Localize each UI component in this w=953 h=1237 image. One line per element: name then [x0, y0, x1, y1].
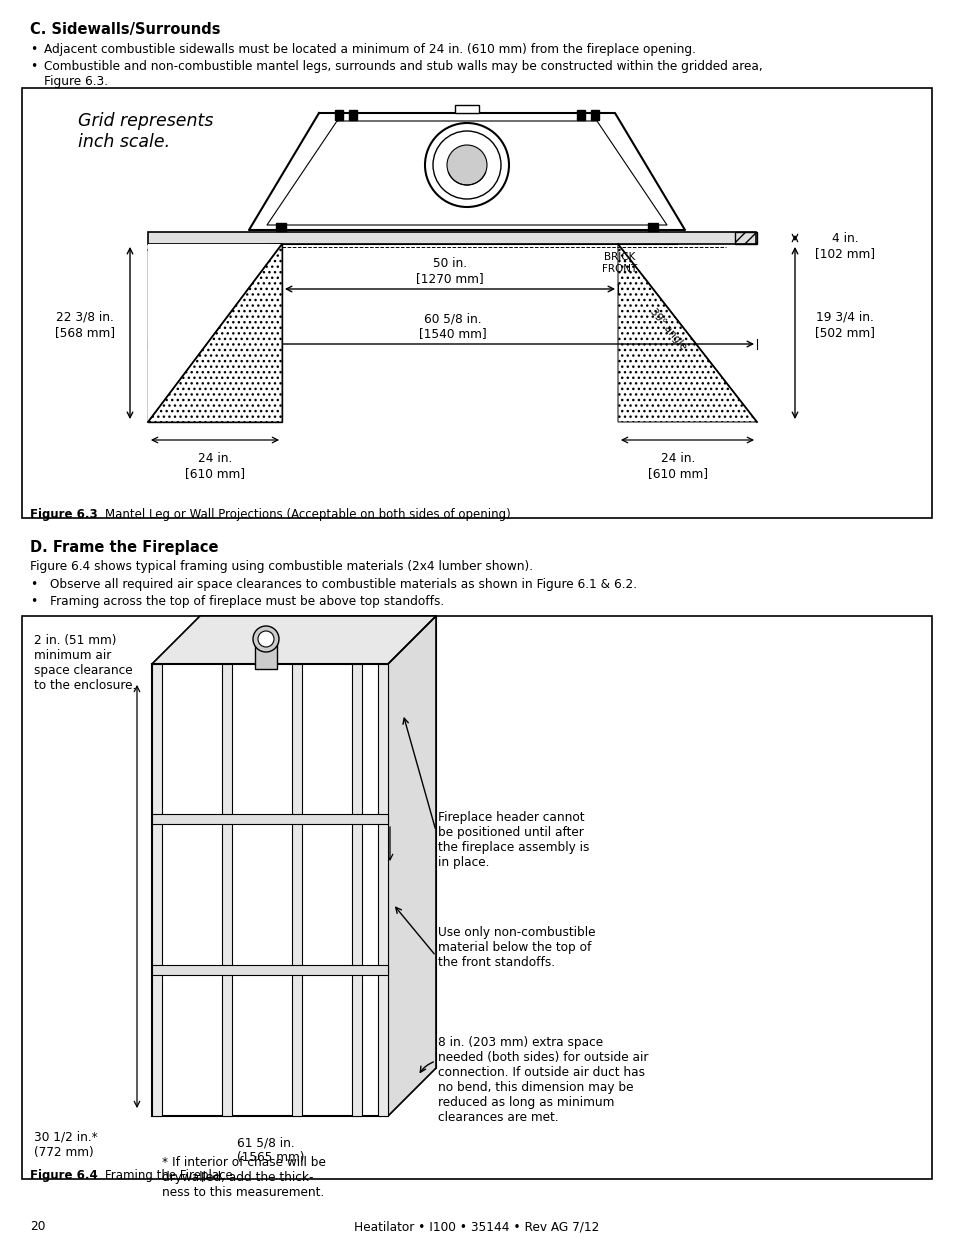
Text: Framing across the top of fireplace must be above top standoffs.: Framing across the top of fireplace must… — [50, 595, 444, 609]
Text: D. Frame the Fireplace: D. Frame the Fireplace — [30, 541, 218, 555]
Polygon shape — [148, 244, 282, 422]
Bar — [148, 233, 755, 244]
Text: Use only non-combustible
material below the top of
the front standoffs.: Use only non-combustible material below … — [437, 927, 595, 969]
Text: 24 in.
[610 mm]: 24 in. [610 mm] — [647, 452, 707, 480]
Text: Figure 6.4: Figure 6.4 — [30, 1169, 97, 1183]
Text: 60 5/8 in.
[1540 mm]: 60 5/8 in. [1540 mm] — [418, 312, 486, 340]
Text: 8 in. (203 mm) extra space
needed (both sides) for outside air
connection. If ou: 8 in. (203 mm) extra space needed (both … — [437, 1037, 648, 1124]
Bar — [254, 635, 276, 669]
Text: •: • — [30, 43, 37, 56]
Circle shape — [253, 626, 278, 652]
Bar — [647, 223, 658, 231]
Text: Heatilator • I100 • 35144 • Rev AG 7/12: Heatilator • I100 • 35144 • Rev AG 7/12 — [354, 1220, 599, 1233]
Circle shape — [424, 122, 509, 207]
Text: 39° angle: 39° angle — [647, 307, 687, 351]
Text: Figure 6.3: Figure 6.3 — [30, 508, 97, 521]
Bar — [222, 664, 232, 1116]
Text: Framing must be
extended straight up, all
the way to the ceiling.: Framing must be extended straight up, al… — [165, 851, 314, 894]
Bar — [152, 814, 388, 824]
Text: 19 3/4 in.
[502 mm]: 19 3/4 in. [502 mm] — [814, 310, 874, 339]
Bar — [22, 616, 931, 1179]
Circle shape — [447, 145, 486, 186]
Text: Observe all required air space clearances to combustible materials as shown in F: Observe all required air space clearance… — [50, 578, 637, 591]
Text: 4 in.
[102 mm]: 4 in. [102 mm] — [814, 233, 874, 260]
Text: 50° angle: 50° angle — [193, 307, 233, 351]
Bar — [148, 244, 282, 422]
Text: 2 in. (51 mm)
minimum air
space clearance
to the enclosure.: 2 in. (51 mm) minimum air space clearanc… — [34, 635, 136, 691]
Text: BRICK
FRONT: BRICK FRONT — [601, 252, 637, 273]
Bar — [590, 110, 598, 120]
Text: * If interior of chase will be
drywalled, add the thick-
ness to this measuremen: * If interior of chase will be drywalled… — [162, 1157, 326, 1199]
Bar — [22, 88, 931, 518]
Text: 61 5/8 in.
(1565 mm): 61 5/8 in. (1565 mm) — [236, 1136, 304, 1164]
Bar — [275, 223, 286, 231]
Text: 24 in.
[610 mm]: 24 in. [610 mm] — [185, 452, 245, 480]
Text: 20: 20 — [30, 1220, 46, 1233]
Text: FLUSH
FRONT: FLUSH FRONT — [240, 252, 275, 273]
Bar — [152, 965, 388, 975]
Polygon shape — [152, 616, 436, 664]
Text: Figure 6.4 shows typical framing using combustible materials (2x4 lumber shown).: Figure 6.4 shows typical framing using c… — [30, 560, 533, 573]
Bar — [349, 110, 356, 120]
Bar — [292, 664, 302, 1116]
Bar — [152, 664, 388, 1116]
Polygon shape — [249, 113, 684, 230]
Bar — [152, 664, 162, 1116]
Bar — [352, 664, 361, 1116]
Text: •: • — [30, 578, 37, 591]
Bar — [734, 233, 757, 244]
Text: Adjacent combustible sidewalls must be located a minimum of 24 in. (610 mm) from: Adjacent combustible sidewalls must be l… — [44, 43, 695, 56]
Text: 50 in.
[1270 mm]: 50 in. [1270 mm] — [416, 257, 483, 285]
Text: Fireplace header cannot
be positioned until after
the fireplace assembly is
in p: Fireplace header cannot be positioned un… — [437, 811, 589, 870]
Text: •: • — [30, 61, 37, 73]
Text: Combustible and non-combustible mantel legs, surrounds and stub walls may be con: Combustible and non-combustible mantel l… — [44, 61, 761, 88]
Text: Grid represents
inch scale.: Grid represents inch scale. — [78, 113, 213, 151]
Circle shape — [257, 631, 274, 647]
Text: 22 3/8 in.
[568 mm]: 22 3/8 in. [568 mm] — [55, 310, 115, 339]
Text: 30 1/2 in.*
(772 mm): 30 1/2 in.* (772 mm) — [34, 1131, 97, 1159]
Text: C. Sidewalls/Surrounds: C. Sidewalls/Surrounds — [30, 22, 220, 37]
Bar — [455, 105, 478, 113]
Polygon shape — [148, 244, 282, 422]
Text: •: • — [30, 595, 37, 609]
Text: Mantel Leg or Wall Projections (Acceptable on both sides of opening): Mantel Leg or Wall Projections (Acceptab… — [90, 508, 510, 521]
Bar — [377, 664, 388, 1116]
Bar — [200, 616, 436, 1068]
Polygon shape — [388, 616, 436, 1116]
Text: Framing the Fireplace: Framing the Fireplace — [90, 1169, 233, 1183]
Bar — [335, 110, 343, 120]
Bar — [577, 110, 584, 120]
